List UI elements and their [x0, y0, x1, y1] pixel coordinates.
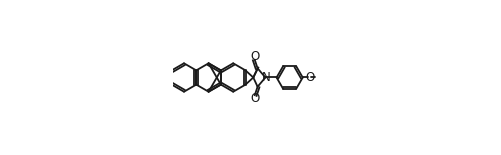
Text: O: O — [250, 50, 260, 63]
Text: O: O — [306, 71, 315, 84]
Text: N: N — [262, 71, 271, 84]
Text: O: O — [250, 92, 260, 105]
